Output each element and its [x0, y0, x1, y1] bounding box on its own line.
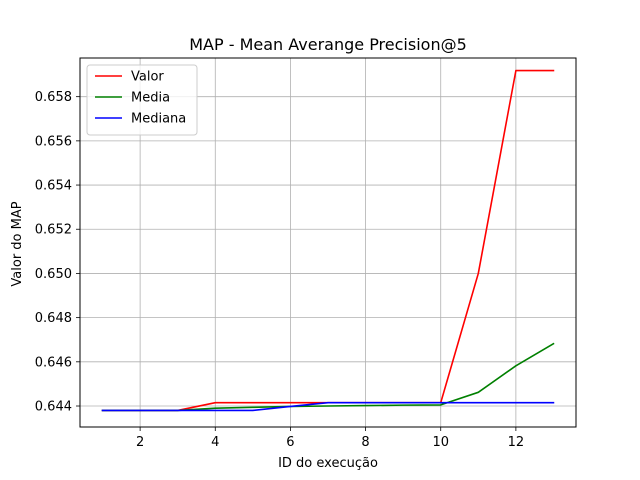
y-axis-ticks: 0.644 0.646 0.648 0.650 0.652 0.654 0.656 0.658: [35, 90, 80, 415]
y-tick-label: 0.650: [35, 267, 72, 282]
legend-label-media: Media: [131, 91, 170, 106]
legend-label-valor: Valor: [131, 70, 164, 85]
x-axis-ticks: 2 4 6 8 10 12: [136, 427, 524, 450]
x-tick-label: 6: [286, 435, 294, 450]
grid-lines: [80, 58, 576, 427]
plot-frame: [79, 57, 577, 428]
y-tick-label: 0.652: [35, 223, 72, 238]
x-tick-label: 4: [211, 435, 219, 450]
x-tick-label: 2: [136, 435, 144, 450]
y-tick-label: 0.644: [35, 400, 72, 415]
y-axis-label: Valor do MAP: [10, 201, 25, 286]
legend-label-mediana: Mediana: [131, 112, 186, 127]
y-tick-label: 0.654: [35, 179, 72, 194]
y-tick-label: 0.658: [35, 90, 72, 105]
y-tick-label: 0.646: [35, 355, 72, 370]
chart-title: MAP - Mean Averange Precision@5: [189, 35, 467, 54]
x-tick-label: 10: [432, 435, 449, 450]
x-axis-label: ID do execução: [278, 456, 378, 471]
y-tick-label: 0.656: [35, 134, 72, 149]
x-tick-label: 8: [361, 435, 369, 450]
series-line-mediana: [101, 401, 555, 412]
legend: Valor Media Mediana: [86, 64, 198, 136]
series-lines: [101, 69, 555, 412]
x-tick-label: 12: [508, 435, 525, 450]
y-tick-label: 0.648: [35, 311, 72, 326]
